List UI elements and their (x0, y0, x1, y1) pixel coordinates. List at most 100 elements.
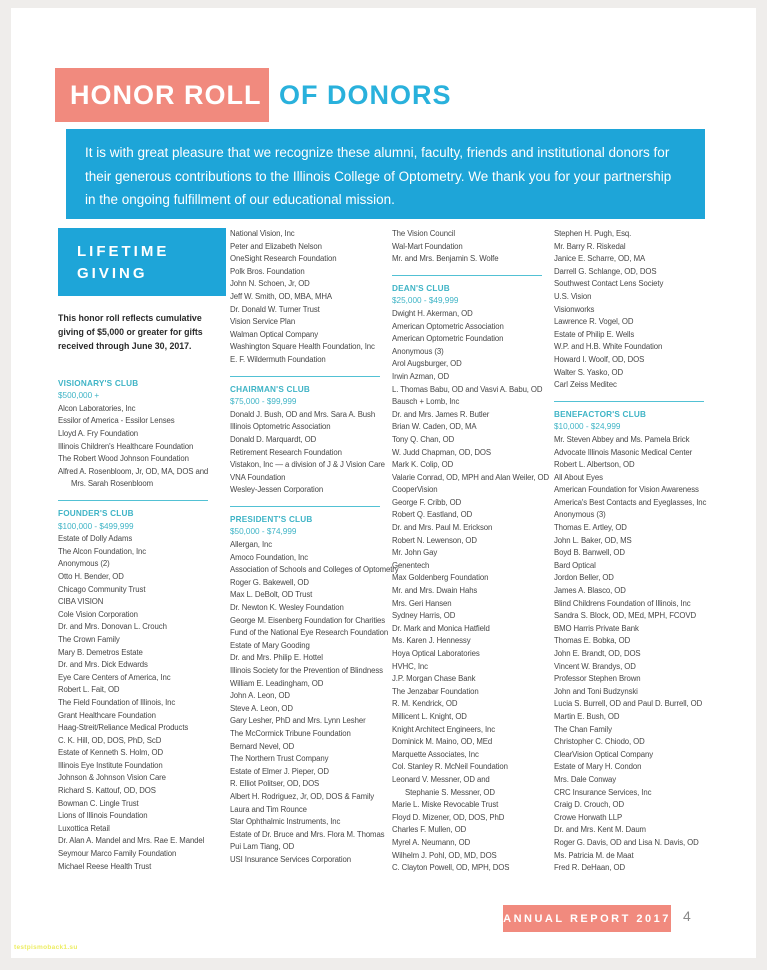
donor-name: Gary Lesher, PhD and Mrs. Lynn Lesher (230, 716, 366, 726)
donor-name: Dr. and Mrs. Kent M. Daum (554, 825, 646, 835)
donor-name: Allergan, Inc (230, 540, 273, 550)
donor-name: American Optometric Association (392, 321, 504, 331)
club-heading: FOUNDER'S CLUB (58, 509, 134, 519)
donor-name: Ms. Patricia M. de Maat (554, 850, 634, 860)
donor-name: Janice E. Scharre, OD, MA (554, 254, 646, 264)
donor-name: Sydney Harris, OD (392, 611, 456, 621)
donor-name: R. M. Kendrick, OD (392, 699, 458, 709)
donor-name: C. K. Hill, OD, DOS, PhD, ScD (58, 735, 162, 745)
donor-name: Dr. Mark and Monica Hatfield (392, 623, 490, 633)
donor-name: Donald J. Bush, OD and Mrs. Sara A. Bush (230, 409, 376, 419)
watermark-text: testpismoback1.su (14, 944, 78, 951)
donor-name: The Alcon Foundation, Inc (58, 546, 147, 556)
spacer (58, 354, 226, 378)
donor-name: CooperVision (392, 485, 438, 495)
donor-name: Vincent W. Brandys, OD (554, 661, 636, 671)
donor-column-4: Stephen H. Pugh, Esq. Mr. Barry R. Risked… (554, 228, 714, 875)
donor-name: Bard Optical (554, 560, 596, 570)
donor-name: Jordon Beller, OD (554, 573, 614, 583)
donor-name: Dr. and Mrs. Donovan L. Crouch (58, 622, 167, 632)
donor-name: Mr. and Mrs. Benjamin S. Wolfe (392, 254, 499, 264)
annual-report-badge: ANNUAL REPORT 2017 (503, 905, 671, 932)
donor-name: J.P. Morgan Chase Bank (392, 674, 476, 684)
donor-name: Illinois Children's Healthcare Foundatio… (58, 441, 194, 451)
donor-name: Mrs. Geri Hansen (392, 598, 452, 608)
donor-name: Howard I. Woolf, OD, DOS (554, 354, 645, 364)
donor-name: Dr. and Mrs. Dick Edwards (58, 660, 148, 670)
honor-roll-note: This honor roll reflects cumulative givi… (58, 313, 203, 351)
donor-name: HVHC, Inc (392, 661, 428, 671)
donor-name: Fund of the National Eye Research Founda… (230, 628, 389, 638)
donor-name: Thomas E. Bobka, OD (554, 636, 631, 646)
club-heading: PRESIDENT'S CLUB (230, 514, 313, 524)
donor-name: Illinois Optometric Association (230, 422, 331, 432)
donor-name: Estate of Mary Gooding (230, 640, 310, 650)
donor-name: Steve A. Leon, OD (230, 703, 293, 713)
donor-name: Pui Lam Tiang, OD (230, 842, 295, 852)
donor-name: W. Judd Chapman, OD, DOS (392, 447, 491, 457)
donor-name: Stephen H. Pugh, Esq. (554, 229, 632, 238)
donor-name: American Optometric Foundation (392, 334, 504, 344)
donor-name: Luxottica Retail (58, 823, 110, 833)
club-range: $25,000 - $49,999 (392, 296, 459, 306)
donor-name: Ms. Karen J. Hennessy (392, 636, 471, 646)
donor-name: Dr. Alan A. Mandel and Mrs. Rae E. Mande… (58, 836, 205, 846)
donor-name: Essilor of America - Essilor Lenses (58, 416, 175, 426)
donor-name: Mrs. Sarah Rosenbloom (71, 479, 153, 489)
donor-name: Estate of Dolly Adams (58, 534, 133, 544)
section-divider (392, 274, 542, 276)
column-1-lists: VISIONARY'S CLUB $500,000 + Alcon Laborato… (58, 354, 226, 874)
donor-name: America's Best Contacts and Eyeglasses, … (554, 497, 707, 507)
donor-name: Myrel A. Neumann, OD (392, 837, 471, 847)
club-range: $50,000 - $74,999 (230, 527, 297, 537)
donor-name: Robert L. Albertson, OD (554, 460, 635, 470)
donor-name: James A. Blasco, OD (554, 586, 626, 596)
donor-name: Mary B. Demetros Estate (58, 647, 143, 657)
donor-name: Dr. Newton K. Wesley Foundation (230, 603, 344, 613)
donor-name: Albert H. Rodriguez, Jr, OD, DOS & Famil… (230, 791, 375, 801)
donor-name: Crowe Horwath LLP (554, 812, 623, 822)
donor-name: Brian W. Caden, OD, MA (392, 422, 477, 432)
donor-name: Christopher C. Chiodo, OD (554, 737, 645, 747)
donor-name: Richard S. Kattouf, OD, DOS (58, 786, 156, 796)
donor-name: U.S. Vision (554, 291, 592, 301)
donor-name: Michael Reese Health Trust (58, 861, 152, 871)
donor-name: Irwin Azman, OD (392, 371, 449, 381)
donor-name: The Robert Wood Johnson Foundation (58, 454, 189, 464)
donor-name: Visionworks (554, 304, 595, 314)
donor-name: Roger G. Bakewell, OD (230, 577, 309, 587)
donor-name: Cole Vision Corporation (58, 609, 138, 619)
donor-name: Genentech (392, 560, 430, 570)
donor-name: Fred R. DeHaan, OD (554, 863, 625, 873)
donor-name: Mark K. Colip, OD (392, 460, 454, 470)
donor-name: Walman Optical Company (230, 329, 319, 339)
donor-name: Floyd D. Mizener, OD, DOS, PhD (392, 812, 505, 822)
donor-name: Dr. and Mrs. James R. Butler (392, 409, 490, 419)
donor-name: Darrell G. Schlange, OD, DOS (554, 266, 657, 276)
donor-name: Chicago Community Trust (58, 584, 146, 594)
donor-name: Peter and Elizabeth Nelson (230, 241, 322, 251)
donor-name: Mr. John Gay (392, 548, 438, 558)
donor-name: John E. Brandt, OD, DOS (554, 649, 641, 658)
donor-name: Dr. and Mrs. Philip E. Hottel (230, 653, 323, 663)
donor-name: Polk Bros. Foundation (230, 266, 305, 276)
donor-name: Alfred A. Rosenbloom, Jr, OD, MA, DOS an… (58, 466, 209, 476)
donor-name: Dr. Donald W. Turner Trust (230, 304, 320, 314)
donor-name: Valarie Conrad, OD, MPH and Alan Weiler,… (392, 472, 550, 482)
donor-name: Max L. DeBolt, OD Trust (230, 590, 313, 600)
section-divider (230, 375, 380, 377)
donor-name: E. F. Wildermuth Foundation (230, 354, 326, 364)
donor-name: Robert Q. Eastland, OD (392, 510, 473, 520)
donor-name: Estate of Mary H. Condon (554, 762, 642, 772)
document-page: HONOR ROLL OF DONORS It is with great pl… (11, 8, 756, 958)
donor-name: Marquette Associates, Inc (392, 749, 479, 759)
donor-name: Roger G. Davis, OD and Lisa N. Davis, OD (554, 837, 699, 847)
donor-name: Donald D. Marquardt, OD (230, 434, 317, 444)
section-divider (58, 500, 208, 502)
donor-name: R. Elliot Politser, OD, DOS (230, 779, 320, 789)
donor-name: Professor Stephen Brown (554, 674, 641, 684)
donor-name: Washington Square Health Foundation, Inc (230, 342, 375, 352)
donor-name: Sandra S. Block, OD, MEd, MPH, FCOVD (554, 611, 696, 621)
donor-column-1: LIFETIME GIVING This honor roll reflects… (58, 228, 226, 873)
donor-name: Mrs. Dale Conway (554, 774, 617, 784)
